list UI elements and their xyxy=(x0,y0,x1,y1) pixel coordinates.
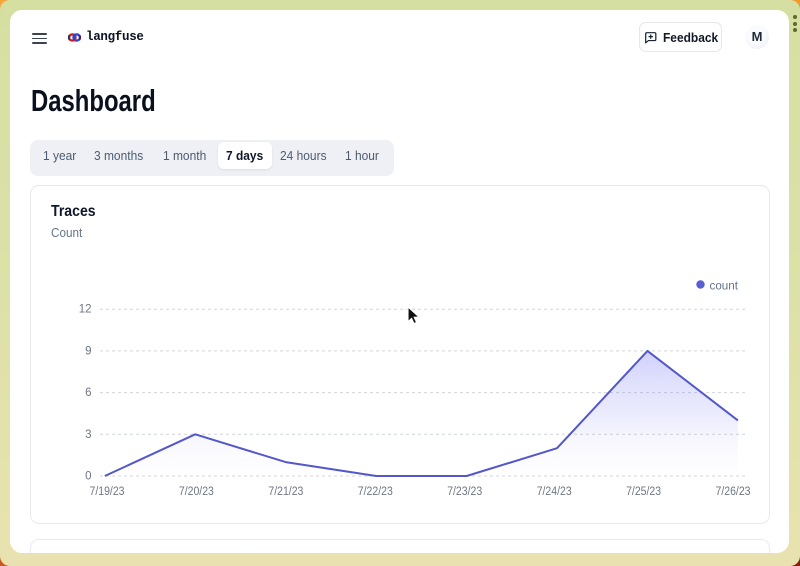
svg-text:3: 3 xyxy=(85,429,91,441)
svg-text:count: count xyxy=(710,279,739,293)
svg-text:9: 9 xyxy=(85,345,91,357)
svg-text:7/23/23: 7/23/23 xyxy=(447,486,482,498)
svg-text:7/19/23: 7/19/23 xyxy=(90,486,125,498)
svg-text:12: 12 xyxy=(79,304,92,316)
svg-text:7/22/23: 7/22/23 xyxy=(358,486,393,498)
svg-text:0: 0 xyxy=(85,471,91,483)
svg-text:6: 6 xyxy=(85,387,91,399)
svg-text:7/21/23: 7/21/23 xyxy=(268,486,303,498)
svg-text:7/25/23: 7/25/23 xyxy=(626,486,661,498)
svg-text:7/26/23: 7/26/23 xyxy=(716,486,751,498)
svg-text:7/24/23: 7/24/23 xyxy=(537,486,572,498)
svg-text:7/20/23: 7/20/23 xyxy=(179,486,214,498)
